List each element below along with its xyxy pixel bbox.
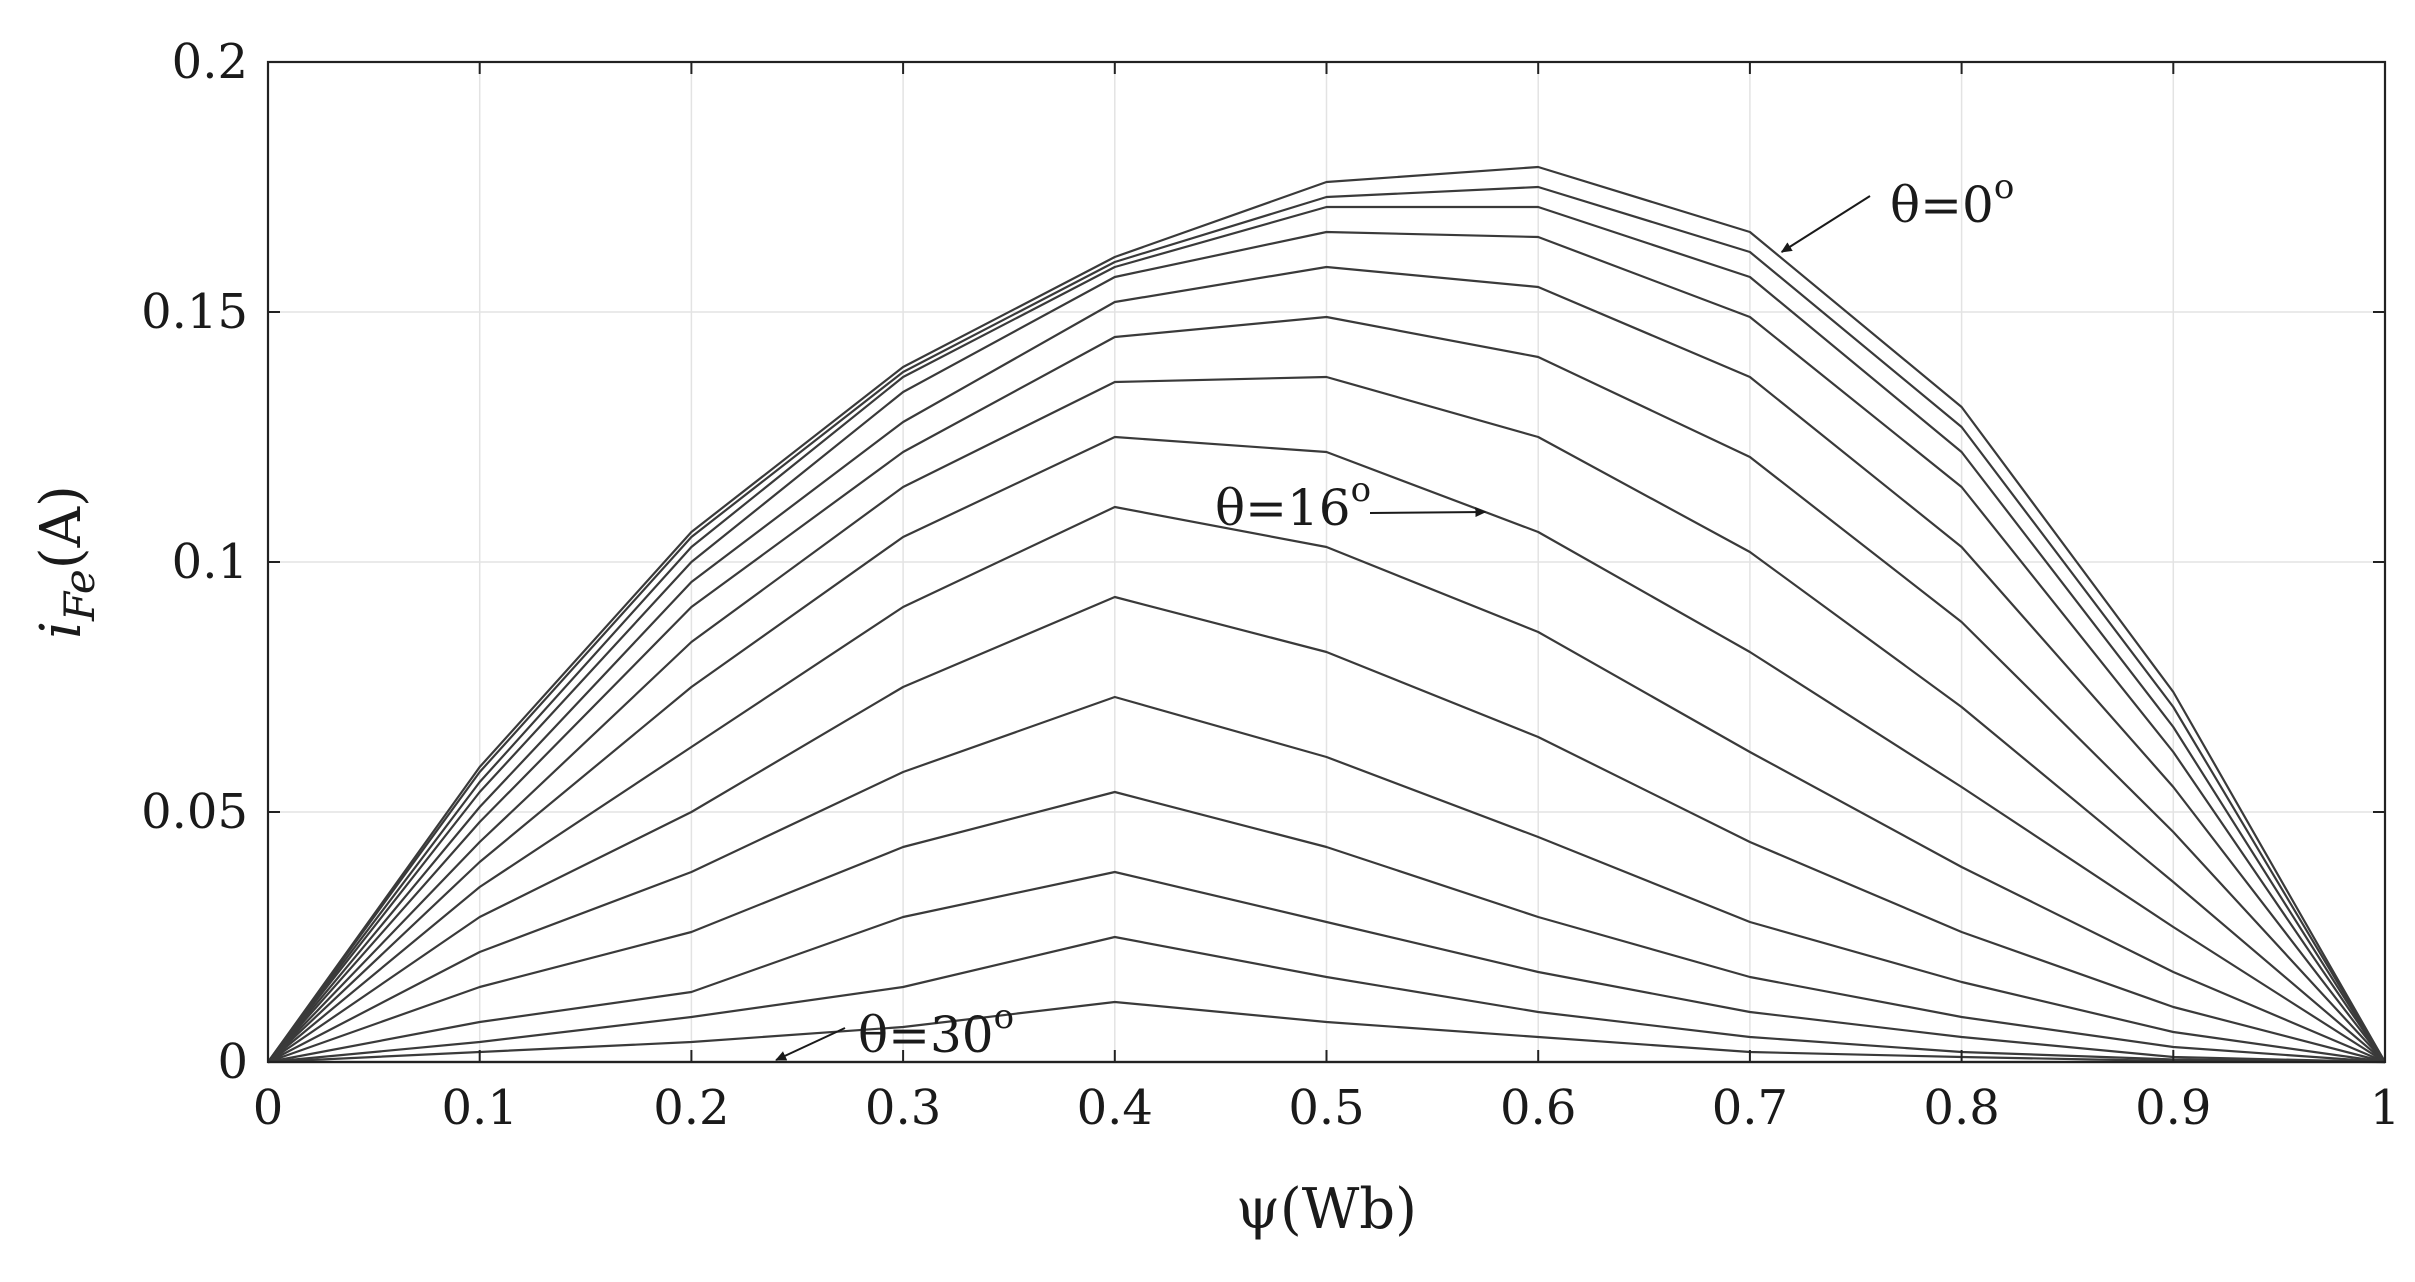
annotation-theta-30: θ=30o xyxy=(858,997,1014,1064)
annotation-theta-16: θ=16o xyxy=(1215,470,1371,537)
x-tick-label: 0.7 xyxy=(1712,1080,1788,1136)
y-axis-label-main: i xyxy=(29,621,94,639)
axis-ticks xyxy=(267,61,2386,1063)
y-tick-labels: 0 0.05 0.1 0.15 0.2 xyxy=(141,34,248,1090)
series-line-14 xyxy=(267,1000,2386,1064)
x-tick-label: 0.1 xyxy=(442,1080,518,1136)
series-line-0 xyxy=(267,165,2386,1063)
series-line-1 xyxy=(267,185,2386,1063)
y-tick-label: 0.1 xyxy=(172,534,248,590)
y-tick-label: 0.15 xyxy=(141,284,248,340)
annotations: θ=0o θ=16o θ=30o xyxy=(775,167,2014,1064)
x-tick-labels: 0 0.1 0.2 0.3 0.4 0.5 0.6 0.7 0.8 0.9 1 xyxy=(253,1080,2401,1136)
series-line-13 xyxy=(267,935,2386,1064)
series-line-6 xyxy=(267,375,2386,1063)
x-tick-label: 0 xyxy=(253,1080,284,1136)
series-line-7 xyxy=(267,435,2386,1063)
x-tick-label: 1 xyxy=(2370,1080,2401,1136)
x-tick-label: 0.4 xyxy=(1077,1080,1153,1136)
x-tick-label: 0.5 xyxy=(1288,1080,1364,1136)
series-line-12 xyxy=(267,870,2386,1064)
annotation-theta-0: θ=0o xyxy=(1890,167,2014,234)
annotation-arrow-theta-30 xyxy=(775,1027,846,1061)
series-line-3 xyxy=(267,230,2386,1063)
series-line-9 xyxy=(267,595,2386,1064)
y-tick-label: 0.05 xyxy=(141,784,248,840)
series-group xyxy=(267,165,2386,1064)
x-tick-label: 0.3 xyxy=(865,1080,941,1136)
series-line-2 xyxy=(267,205,2386,1063)
series-line-8 xyxy=(267,505,2386,1064)
series-line-11 xyxy=(267,790,2386,1064)
x-tick-label: 0.8 xyxy=(1923,1080,1999,1136)
y-tick-label: 0 xyxy=(217,1034,248,1090)
grid-lines xyxy=(268,62,2385,1062)
y-axis-label-sub: Fe xyxy=(55,569,104,622)
x-tick-label: 0.2 xyxy=(653,1080,729,1136)
y-axis-label: iFe(A) xyxy=(29,485,104,639)
x-tick-label: 0.9 xyxy=(2135,1080,2211,1136)
x-tick-label: 0.6 xyxy=(1500,1080,1576,1136)
series-line-5 xyxy=(267,315,2386,1063)
series-line-4 xyxy=(267,265,2386,1063)
y-axis-label-unit: (A) xyxy=(29,485,94,569)
x-axis-label: ψ(Wb) xyxy=(1236,1177,1417,1242)
series-line-10 xyxy=(267,695,2386,1064)
annotation-arrow-theta-0 xyxy=(1780,195,1871,253)
y-tick-label: 0.2 xyxy=(172,34,248,90)
annotation-arrow-theta-16 xyxy=(1369,507,1487,518)
